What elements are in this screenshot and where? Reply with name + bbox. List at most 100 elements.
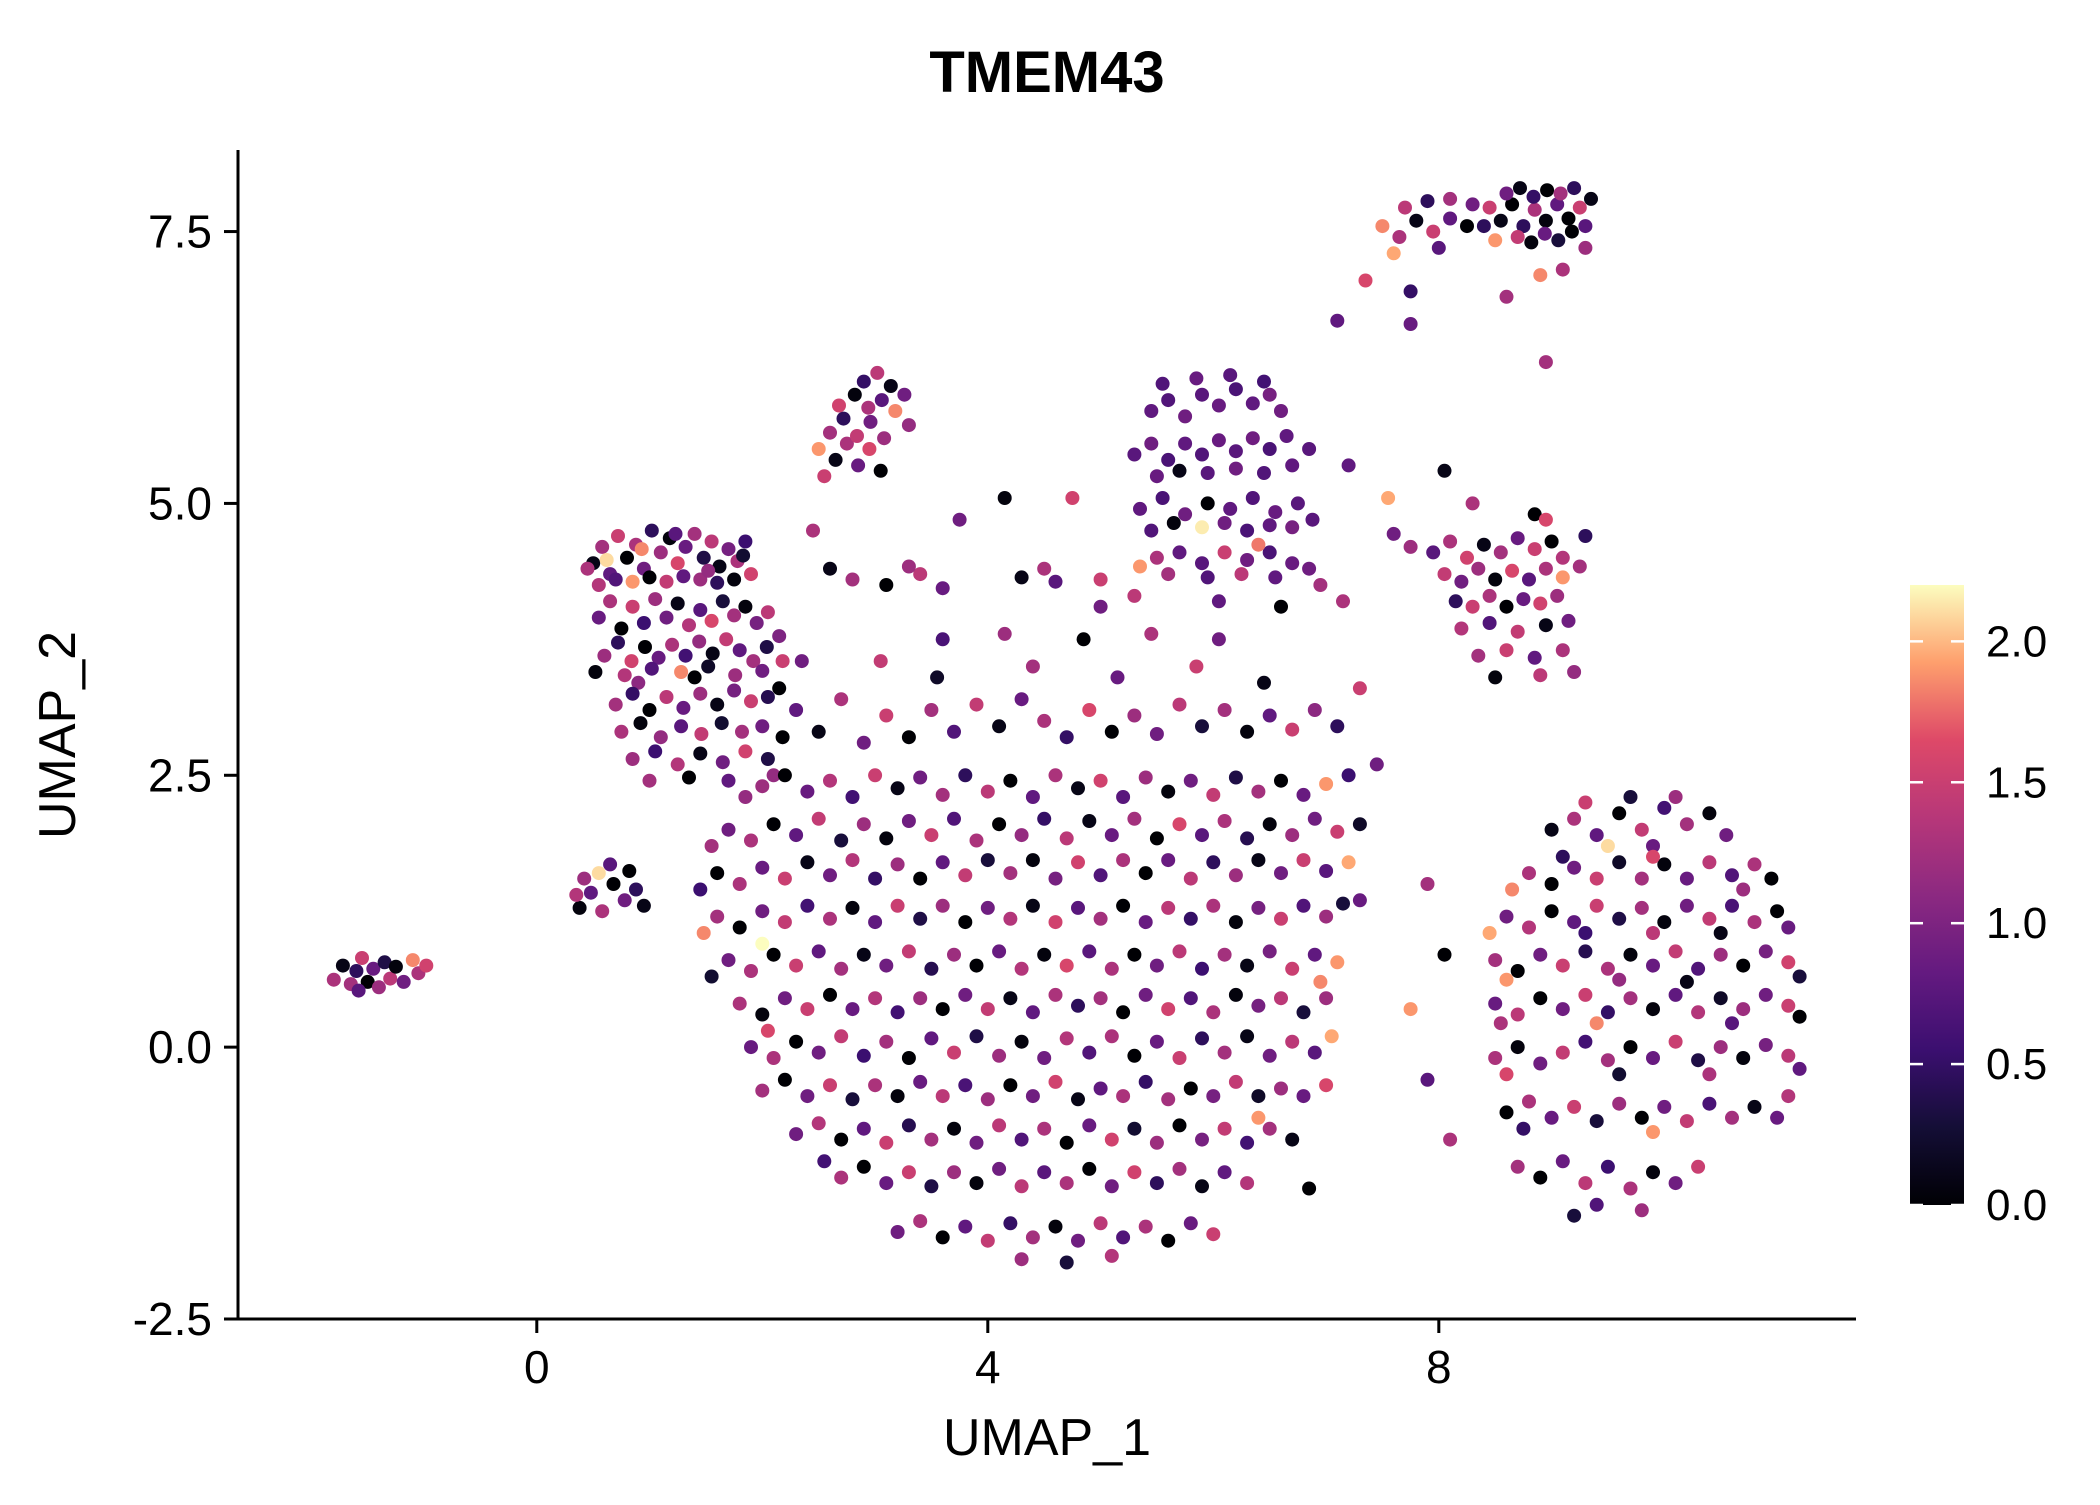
data-point: [1251, 1110, 1266, 1125]
data-point: [1262, 1121, 1277, 1136]
data-point: [728, 668, 743, 683]
data-point: [1195, 1179, 1209, 1194]
data-point: [1612, 806, 1627, 821]
data-point: [1555, 1002, 1570, 1017]
data-point: [642, 570, 657, 585]
data-point: [1178, 436, 1193, 451]
data-point: [1578, 795, 1593, 810]
data-point: [366, 961, 381, 976]
data-point: [890, 1089, 905, 1104]
data-point: [1679, 898, 1694, 913]
data-point: [890, 1005, 905, 1020]
data-point: [1578, 944, 1593, 959]
data-point: [845, 790, 860, 804]
data-point: [861, 400, 876, 415]
data-point: [1668, 944, 1683, 959]
data-point: [1003, 911, 1018, 926]
x-axis-title: UMAP_1: [943, 1409, 1151, 1467]
data-point: [1589, 1197, 1604, 1212]
data-point: [744, 964, 758, 978]
data-point: [591, 866, 606, 881]
data-point: [1127, 447, 1142, 462]
data-point: [755, 860, 770, 875]
data-point: [1048, 574, 1063, 589]
data-point: [1443, 211, 1458, 226]
data-point: [834, 1029, 849, 1044]
data-point: [1228, 770, 1243, 785]
data-point: [1138, 770, 1153, 785]
colorbar-tick-label: 0.5: [1986, 1040, 2047, 1089]
data-point: [883, 379, 898, 393]
data-point: [1572, 200, 1587, 215]
data-point: [1217, 1121, 1232, 1136]
data-point: [1274, 911, 1288, 926]
data-point: [727, 683, 742, 698]
data-point: [351, 983, 366, 998]
data-point: [1313, 974, 1328, 989]
data-point: [952, 512, 967, 527]
x-tick-label: 0: [524, 1341, 550, 1393]
data-point: [969, 1029, 984, 1044]
data-point: [738, 534, 753, 549]
data-point: [980, 1002, 995, 1017]
data-point: [1623, 1181, 1638, 1196]
data-point: [1110, 670, 1125, 685]
data-point: [1059, 1031, 1074, 1046]
data-point: [588, 665, 603, 679]
data-point: [1014, 692, 1029, 707]
data-point: [1037, 713, 1052, 728]
data-point: [1116, 1089, 1131, 1104]
data-point: [1386, 526, 1401, 541]
data-point: [856, 1121, 871, 1136]
data-point: [1104, 1132, 1119, 1147]
data-point: [947, 1045, 961, 1060]
data-point: [1127, 1048, 1142, 1063]
data-point: [760, 1023, 775, 1038]
data-point: [1240, 724, 1255, 739]
scatter-points-layer: [326, 181, 1807, 1270]
data-point: [947, 724, 961, 739]
y-tick-label: 5.0: [148, 477, 212, 529]
data-point: [1172, 697, 1187, 712]
data-point: [659, 690, 674, 704]
data-point: [1499, 289, 1514, 304]
data-point: [1048, 768, 1063, 783]
data-point: [1381, 491, 1396, 505]
data-point: [719, 632, 734, 647]
data-point: [1200, 496, 1215, 511]
data-point: [1403, 284, 1418, 299]
data-point: [1200, 570, 1215, 585]
data-point: [1533, 268, 1548, 283]
data-point: [644, 661, 659, 676]
x-tick-label: 8: [1426, 1341, 1452, 1393]
data-point: [1538, 355, 1553, 370]
data-point: [1561, 211, 1576, 226]
data-point: [1025, 853, 1040, 868]
data-point: [1499, 599, 1514, 614]
data-point: [1093, 1216, 1108, 1231]
data-point: [1551, 233, 1566, 248]
data-point: [1505, 882, 1520, 897]
data-point: [992, 817, 1007, 832]
data-point: [1240, 831, 1255, 846]
data-point: [1195, 961, 1209, 976]
data-point: [1443, 1132, 1458, 1147]
data-point: [1471, 561, 1486, 576]
data-point: [682, 618, 696, 633]
data-point: [1420, 194, 1435, 209]
data-point: [1116, 1230, 1131, 1245]
data-point: [1634, 822, 1649, 837]
data-point: [856, 1159, 871, 1174]
data-point: [879, 1176, 894, 1191]
y-tick-label: 7.5: [148, 206, 212, 258]
data-point: [1403, 317, 1418, 331]
data-point: [1037, 1051, 1052, 1065]
data-point: [704, 969, 719, 984]
data-point: [1059, 831, 1074, 846]
data-point: [1702, 855, 1717, 870]
data-point: [1533, 1056, 1548, 1071]
data-point: [1564, 224, 1579, 239]
data-point: [608, 697, 623, 712]
data-point: [1505, 563, 1520, 578]
data-point: [1262, 387, 1277, 402]
